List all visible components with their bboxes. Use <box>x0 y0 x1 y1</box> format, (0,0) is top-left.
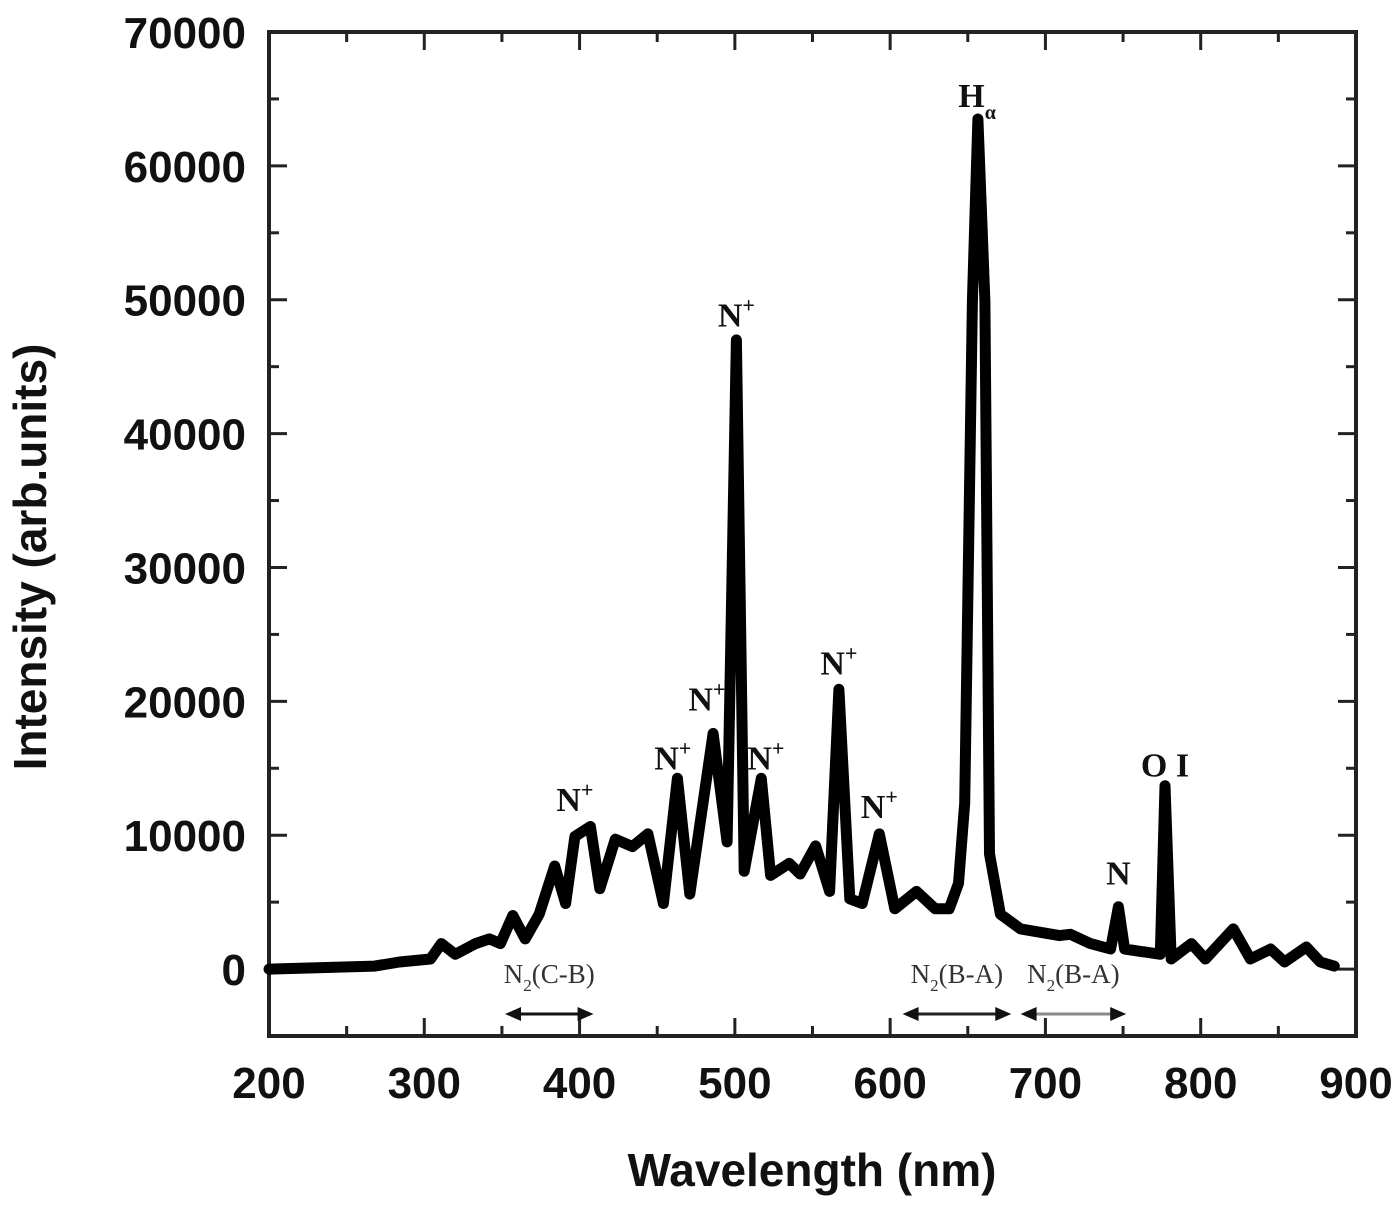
y-tick-label: 40000 <box>124 411 246 460</box>
peak-label: N <box>1106 856 1131 893</box>
peak-label: N+ <box>718 293 755 335</box>
band-label: N2(B-A) <box>911 959 1003 995</box>
y-tick-label: 10000 <box>124 812 246 861</box>
peak-label: N+ <box>747 736 784 778</box>
arrow-right-icon <box>1110 1007 1127 1021</box>
arrow-right-icon <box>577 1007 594 1021</box>
x-tick-label: 600 <box>853 1059 926 1108</box>
x-tick-label: 500 <box>698 1059 771 1108</box>
peak-label: O I <box>1141 747 1189 784</box>
band-label: N2(C-B) <box>504 959 595 995</box>
x-tick-label: 900 <box>1319 1059 1392 1108</box>
plot-border <box>267 30 1358 1038</box>
arrow-left-icon <box>505 1007 522 1021</box>
y-tick-label: 60000 <box>124 143 246 192</box>
peak-label: N+ <box>654 736 691 778</box>
x-tick-label: 700 <box>1009 1059 1082 1108</box>
peak-label: N+ <box>861 784 898 826</box>
plot-frame <box>267 30 1358 1038</box>
peak-label: N+ <box>820 641 857 683</box>
band-annotations: N2(C-B) N2(B-A) N2(B-A) <box>504 959 1127 1021</box>
x-tick-label: 400 <box>543 1059 616 1108</box>
peak-labels: N+ N+ N+ N+ N+ N+ N+ Hα O I N <box>556 78 1189 893</box>
arrow-right-icon <box>995 1007 1012 1021</box>
spectrum-polyline <box>263 113 1340 975</box>
peak-label: N+ <box>688 677 725 719</box>
y-tick-label: 0 <box>222 946 246 995</box>
arrow-left-icon <box>902 1007 919 1021</box>
x-tick-label: 300 <box>388 1059 461 1108</box>
spectrum-line <box>263 113 1340 975</box>
y-axis-title: Intensity (arb.units) <box>4 344 56 771</box>
y-tick-label: 30000 <box>124 544 246 593</box>
axis-ticks: 200 300 400 500 600 700 800 900 0 10000 20000 30000… <box>124 9 1393 1108</box>
x-axis-title: Wavelength (nm) <box>628 1144 997 1196</box>
y-tick-label: 70000 <box>124 9 246 58</box>
peak-label: Hα <box>958 78 996 124</box>
x-tick-label: 800 <box>1164 1059 1237 1108</box>
arrow-left-icon <box>1020 1007 1037 1021</box>
y-tick-label: 50000 <box>124 277 246 326</box>
peak-label: N+ <box>556 777 593 819</box>
x-tick-label: 200 <box>232 1059 305 1108</box>
y-tick-label: 20000 <box>124 678 246 727</box>
band-label: N2(B-A) <box>1027 959 1119 995</box>
